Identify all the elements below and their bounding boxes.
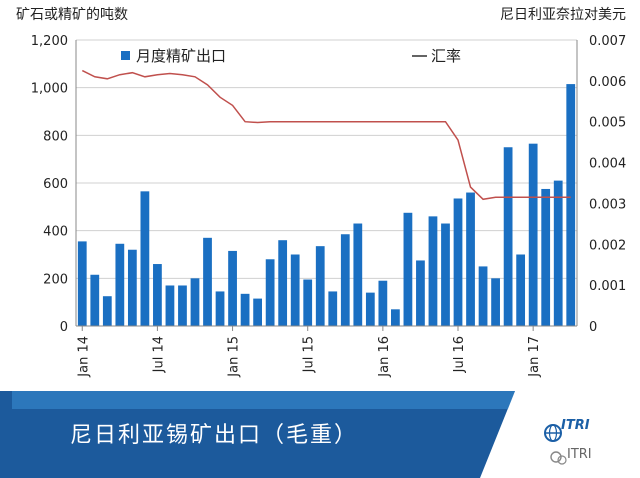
right-axis-ticks: 0 0.001 0.002 0.003 0.004 0.005 0.006 0.007 [589,34,626,335]
bar [153,264,162,326]
bar [403,212,413,326]
bar [90,274,100,326]
bar [290,254,300,326]
bar [203,237,212,326]
bar [178,285,187,326]
bar [503,147,513,326]
bar [378,280,388,326]
bar [140,191,150,326]
brand-logo: ITRI [561,418,590,433]
bar [566,84,576,326]
bar [478,266,488,326]
right-tick-label: 0.001 [589,279,626,294]
x-tick-label: Jul 14 [151,336,166,373]
bar [215,291,225,326]
right-tick-label: 0.003 [589,197,626,212]
x-tick-label: Jan 15 [227,336,242,378]
bar [240,293,250,326]
bar [278,240,288,326]
bar [77,241,87,326]
bar [466,192,475,326]
bar [340,234,350,326]
bar [303,279,313,326]
bar [127,249,137,326]
right-tick-label: 0.005 [589,116,626,131]
chart: 0 200 400 600 800 1,000 1,200 0 0.001 0.002 0.003… [31,34,626,378]
left-axis-ticks: 0 200 400 600 800 1,000 1,200 [31,34,68,335]
bar [165,285,175,326]
left-tick-label: 400 [43,225,68,240]
left-tick-label: 1,200 [31,34,68,49]
wechat-icon [550,451,562,463]
bar [253,298,262,326]
right-tick-label: 0.007 [589,34,626,49]
title-banner [0,391,567,478]
bar [491,278,500,326]
left-tick-label: 0 [60,320,68,335]
bar [115,243,125,326]
right-tick-label: 0.004 [589,157,626,172]
legend: 月度精矿出口 汇率 [121,47,461,65]
right-tick-label: 0.002 [589,238,626,253]
right-tick-label: 0.006 [589,75,626,90]
x-tick-label: Jan 16 [377,336,392,378]
bar [228,250,237,326]
exchange-rate-series [81,69,571,201]
x-axis-ticks: Jan 14 Jul 14 Jan 15 Jul 15 Jan 16 Jul 16 Jan … [76,326,542,378]
x-tick-label: Jul 15 [302,336,317,373]
left-tick-label: 600 [43,177,68,192]
left-tick-label: 1,000 [31,82,68,97]
legend-label-line: 汇率 [431,47,461,65]
bar [453,198,463,326]
banner-title: 尼日利亚锡矿出口（毛重） [70,423,359,448]
legend-marker-bars [121,51,130,60]
left-tick-label: 800 [43,129,68,144]
bar-series [77,84,576,326]
right-axis-title: 尼日利亚奈拉对美元 [500,7,626,23]
bar [553,180,563,326]
exchange-rate-line [81,69,571,201]
bar [353,223,363,326]
bar [441,223,450,326]
bar [102,296,112,326]
axes [75,40,578,327]
bar [328,291,338,326]
left-axis-title: 矿石或精矿的吨数 [16,7,128,23]
x-tick-label: Jan 17 [527,336,542,378]
right-tick-label: 0 [589,320,597,335]
x-tick-label: Jul 16 [452,336,467,373]
bar [428,216,438,326]
bar [190,278,200,326]
bar [391,309,400,326]
legend-label-bars: 月度精矿出口 [136,47,226,65]
bar [528,143,538,326]
bar [265,259,275,326]
watermark: ITRI [567,447,592,462]
bar [541,188,551,326]
bar [516,254,526,326]
left-tick-label: 200 [43,272,68,287]
bar [365,292,375,326]
x-tick-label: Jan 14 [76,336,91,378]
bar [416,260,425,326]
bar [315,246,325,326]
